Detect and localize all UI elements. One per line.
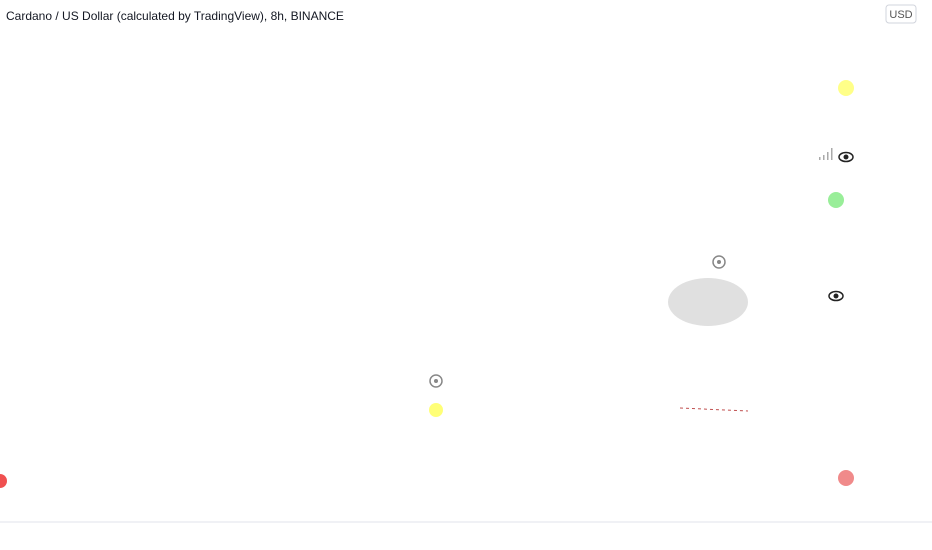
eye-icon[interactable] <box>838 151 854 163</box>
signal-bars <box>819 148 833 160</box>
green-marker <box>828 192 844 208</box>
highlight-ellipse <box>668 278 748 326</box>
chart-title: Cardano / US Dollar (calculated by Tradi… <box>6 9 344 23</box>
idea-icon[interactable] <box>712 255 726 269</box>
red-marker-left <box>0 474 7 488</box>
red-marker <box>838 470 854 486</box>
eye-icon[interactable] <box>828 290 844 302</box>
yellow-marker <box>838 80 854 96</box>
yellow-dot <box>429 403 443 417</box>
currency-box[interactable] <box>885 4 917 24</box>
dashed-line <box>679 407 749 412</box>
idea-icon[interactable] <box>429 374 443 388</box>
currency-label: USD <box>889 9 912 21</box>
